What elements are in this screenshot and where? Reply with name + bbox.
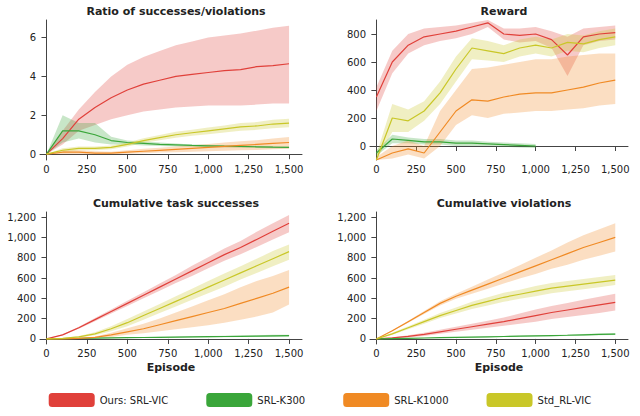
svg-text:2: 2 — [30, 110, 36, 121]
svg-text:1,250: 1,250 — [234, 348, 263, 359]
svg-text:800: 800 — [347, 252, 366, 263]
svg-text:400: 400 — [17, 293, 36, 304]
svg-text:0: 0 — [373, 348, 379, 359]
svg-text:250: 250 — [77, 164, 96, 175]
svg-text:500: 500 — [118, 164, 137, 175]
svg-text:SRL-K300: SRL-K300 — [257, 395, 305, 406]
svg-text:Reward: Reward — [481, 5, 528, 18]
svg-text:1,200: 1,200 — [7, 212, 36, 223]
svg-text:800: 800 — [347, 29, 366, 40]
svg-text:1,500: 1,500 — [601, 348, 630, 359]
svg-text:Std_RL-VIC: Std_RL-VIC — [538, 395, 592, 407]
svg-text:0: 0 — [30, 333, 36, 344]
svg-text:500: 500 — [118, 348, 137, 359]
svg-text:500: 500 — [446, 348, 465, 359]
svg-text:0: 0 — [43, 164, 49, 175]
svg-text:0: 0 — [30, 149, 36, 160]
svg-text:6: 6 — [30, 32, 36, 43]
svg-text:0: 0 — [373, 164, 379, 175]
svg-text:Cumulative task successes: Cumulative task successes — [93, 197, 260, 210]
svg-text:200: 200 — [17, 313, 36, 324]
svg-text:250: 250 — [407, 348, 426, 359]
svg-text:400: 400 — [347, 293, 366, 304]
svg-text:1,250: 1,250 — [561, 164, 590, 175]
svg-text:250: 250 — [407, 164, 426, 175]
svg-text:600: 600 — [347, 273, 366, 284]
svg-text:600: 600 — [17, 273, 36, 284]
svg-text:800: 800 — [17, 252, 36, 263]
svg-text:SRL-K1000: SRL-K1000 — [394, 395, 448, 406]
svg-text:4: 4 — [30, 71, 36, 82]
svg-text:1,250: 1,250 — [561, 348, 590, 359]
svg-text:Episode: Episode — [147, 361, 196, 374]
svg-text:1,000: 1,000 — [337, 232, 366, 243]
svg-text:250: 250 — [77, 348, 96, 359]
svg-text:750: 750 — [158, 348, 177, 359]
svg-text:1,000: 1,000 — [521, 164, 550, 175]
svg-text:1,500: 1,500 — [275, 164, 304, 175]
svg-text:1,200: 1,200 — [337, 212, 366, 223]
svg-text:0: 0 — [43, 348, 49, 359]
svg-text:1,000: 1,000 — [194, 164, 223, 175]
svg-text:750: 750 — [486, 164, 505, 175]
svg-text:750: 750 — [486, 348, 505, 359]
svg-text:1,000: 1,000 — [7, 232, 36, 243]
svg-text:500: 500 — [446, 164, 465, 175]
svg-text:400: 400 — [347, 85, 366, 96]
svg-text:0: 0 — [360, 141, 366, 152]
svg-text:1,000: 1,000 — [194, 348, 223, 359]
svg-text:0: 0 — [360, 333, 366, 344]
svg-text:1,250: 1,250 — [234, 164, 263, 175]
svg-text:Cumulative violations: Cumulative violations — [437, 197, 572, 210]
svg-text:1,500: 1,500 — [275, 348, 304, 359]
svg-text:1,500: 1,500 — [601, 164, 630, 175]
svg-text:200: 200 — [347, 113, 366, 124]
svg-text:1,000: 1,000 — [521, 348, 550, 359]
svg-text:750: 750 — [158, 164, 177, 175]
svg-text:Episode: Episode — [475, 361, 524, 374]
svg-text:600: 600 — [347, 57, 366, 68]
svg-text:Ours: SRL-VIC: Ours: SRL-VIC — [100, 395, 169, 406]
svg-text:200: 200 — [347, 313, 366, 324]
svg-text:Ratio of successes/violations: Ratio of successes/violations — [86, 5, 266, 18]
